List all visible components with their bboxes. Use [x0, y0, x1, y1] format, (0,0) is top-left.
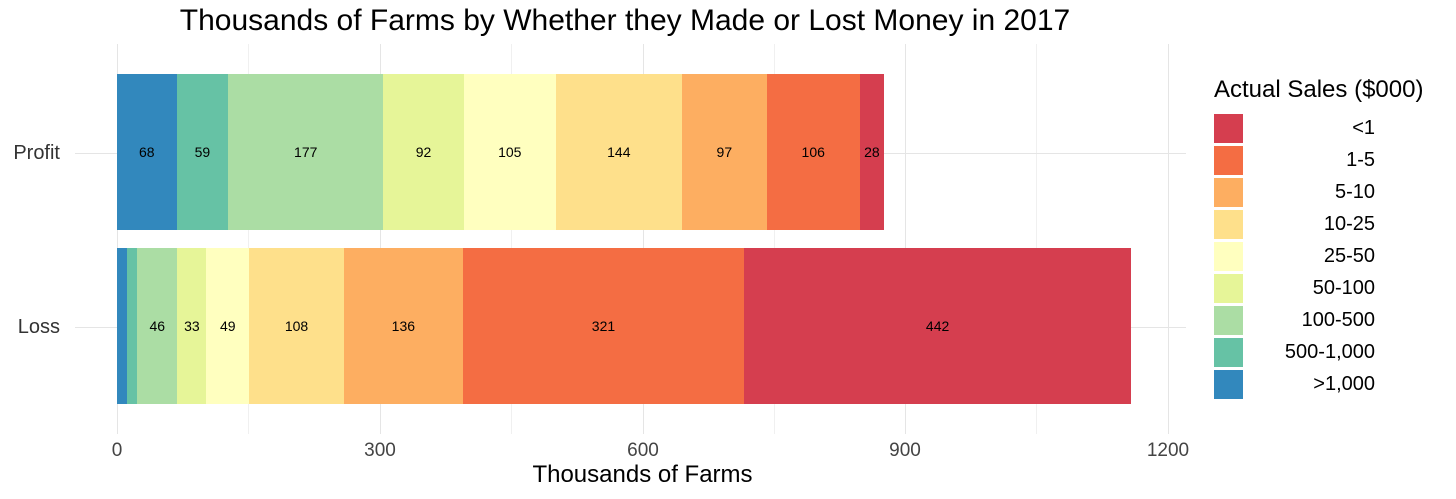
bar-segment: 106 — [766, 74, 860, 230]
segment-label: 321 — [591, 318, 616, 334]
segment-label: 105 — [498, 144, 522, 160]
legend-label: 10-25 — [1323, 212, 1375, 235]
segment-label: 144 — [607, 144, 631, 160]
x-tick: 600 — [627, 440, 659, 461]
bar-segment: 136 — [343, 248, 463, 404]
legend-swatch — [1214, 145, 1243, 175]
legend-label: <1 — [1352, 116, 1375, 139]
x-tick: 0 — [111, 440, 123, 461]
legend-swatch — [1214, 177, 1243, 207]
y-label-loss: Loss — [17, 316, 60, 338]
x-tick: 1200 — [1146, 440, 1190, 461]
gridline-major — [117, 44, 118, 434]
legend-item: 25-50 — [1214, 240, 1423, 272]
legend-item: 1-5 — [1214, 144, 1423, 176]
x-axis-title: Thousands of Farms — [532, 461, 753, 488]
legend-swatch — [1214, 337, 1243, 367]
segment-label: 28 — [864, 144, 880, 160]
segment-label: 33 — [184, 318, 200, 334]
segment-label: 136 — [391, 318, 416, 334]
bar-segment: 105 — [463, 74, 556, 230]
legend-item: 10-25 — [1214, 208, 1423, 240]
gridline-minor — [511, 44, 512, 434]
legend-label: 50-100 — [1312, 276, 1375, 299]
legend-label: 100-500 — [1301, 308, 1375, 331]
gridline-major — [643, 44, 644, 434]
gridline-minor — [248, 44, 249, 434]
legend-swatch — [1214, 305, 1243, 335]
legend: Actual Sales ($000) <1 1-5 5-10 10-25 25-50 5… — [1214, 76, 1423, 400]
legend-label: 500-1,000 — [1284, 340, 1375, 363]
bar-segment — [126, 248, 138, 404]
segment-label: 442 — [925, 318, 950, 334]
segment-label: 177 — [294, 144, 318, 160]
gridline-minor — [774, 44, 775, 434]
plot-area: 68 59 177 92 105 144 97 106 28 46 33 49 108 136 321 44… — [75, 44, 1186, 434]
bar-profit: 68 59 177 92 105 144 97 106 28 — [117, 74, 885, 230]
legend-item: >1,000 — [1214, 368, 1423, 400]
legend-item: 5-10 — [1214, 176, 1423, 208]
bar-segment: 108 — [249, 248, 344, 404]
bar-segment: 46 — [137, 248, 178, 404]
legend-label: 5-10 — [1334, 180, 1375, 203]
segment-label: 68 — [138, 144, 155, 160]
segment-label: 108 — [284, 318, 309, 334]
segment-label: 49 — [219, 318, 236, 334]
bar-segment: 144 — [555, 74, 682, 230]
bar-segment: 68 — [117, 74, 177, 230]
legend-label: 25-50 — [1323, 244, 1375, 267]
legend-swatch — [1214, 209, 1243, 239]
bar-segment: 97 — [681, 74, 767, 230]
bar-segment: 28 — [859, 74, 885, 230]
segment-label: 59 — [194, 144, 211, 160]
bar-segment: 177 — [228, 74, 384, 230]
chart-title: Thousands of Farms by Whether they Made … — [179, 4, 1071, 37]
legend-label: 1-5 — [1346, 148, 1375, 171]
legend-swatch — [1214, 273, 1243, 303]
legend-swatch — [1214, 241, 1243, 271]
legend-swatch — [1214, 369, 1243, 399]
bar-segment: 49 — [206, 248, 250, 404]
x-tick: 300 — [364, 440, 396, 461]
bar-segment: 92 — [383, 74, 464, 230]
y-label-profit: Profit — [13, 142, 60, 164]
gridline-major — [905, 44, 906, 434]
bar-segment — [117, 248, 127, 404]
bar-loss: 46 33 49 108 136 321 442 — [117, 248, 1132, 404]
segment-label: 92 — [415, 144, 432, 160]
gridline-major — [1168, 44, 1169, 434]
x-tick: 900 — [889, 440, 921, 461]
legend-item: 500-1,000 — [1214, 336, 1423, 368]
segment-label: 106 — [801, 144, 825, 160]
bar-segment: 33 — [177, 248, 207, 404]
legend-item: <1 — [1214, 112, 1423, 144]
legend-label: >1,000 — [1313, 372, 1375, 395]
legend-item: 50-100 — [1214, 272, 1423, 304]
bar-segment: 442 — [744, 248, 1132, 404]
bar-segment: 321 — [462, 248, 745, 404]
gridline-major — [380, 44, 381, 434]
segment-label: 97 — [716, 144, 733, 160]
gridline-minor — [1036, 44, 1037, 434]
legend-swatch — [1214, 113, 1243, 143]
segment-label: 46 — [149, 318, 166, 334]
legend-title: Actual Sales ($000) — [1214, 76, 1424, 103]
bar-segment: 59 — [176, 74, 229, 230]
legend-item: 100-500 — [1214, 304, 1423, 336]
